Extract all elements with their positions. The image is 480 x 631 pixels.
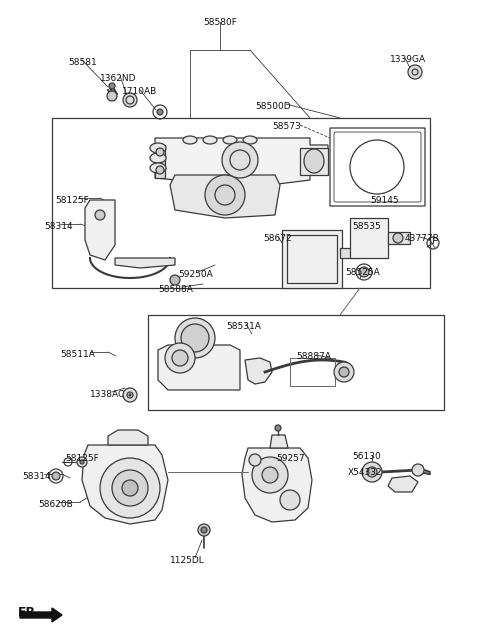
Text: 58125F: 58125F xyxy=(65,454,99,463)
Text: 1125DL: 1125DL xyxy=(170,556,205,565)
Ellipse shape xyxy=(223,136,237,144)
Ellipse shape xyxy=(304,149,324,173)
Circle shape xyxy=(280,490,300,510)
Circle shape xyxy=(393,233,403,243)
Polygon shape xyxy=(115,258,175,268)
Text: 58672: 58672 xyxy=(263,234,292,243)
Polygon shape xyxy=(108,430,148,445)
Polygon shape xyxy=(85,200,115,260)
Circle shape xyxy=(408,65,422,79)
Circle shape xyxy=(412,464,424,476)
Circle shape xyxy=(123,93,137,107)
Circle shape xyxy=(172,350,188,366)
Circle shape xyxy=(359,267,369,277)
Circle shape xyxy=(334,362,354,382)
FancyBboxPatch shape xyxy=(334,132,421,202)
Circle shape xyxy=(52,472,60,480)
Bar xyxy=(148,315,444,410)
Ellipse shape xyxy=(150,153,166,163)
Text: 1362ND: 1362ND xyxy=(100,74,136,83)
Bar xyxy=(388,232,410,244)
Text: 1710AB: 1710AB xyxy=(122,87,157,96)
Text: 59257: 59257 xyxy=(276,454,305,463)
Circle shape xyxy=(80,460,84,464)
Ellipse shape xyxy=(243,136,257,144)
Circle shape xyxy=(222,142,258,178)
Circle shape xyxy=(157,109,163,115)
Text: FR.: FR. xyxy=(18,606,41,619)
Circle shape xyxy=(362,462,382,482)
Text: X54332: X54332 xyxy=(348,468,383,477)
Circle shape xyxy=(367,467,377,477)
Circle shape xyxy=(109,83,115,89)
Circle shape xyxy=(275,425,281,431)
Bar xyxy=(52,118,430,288)
Text: 1338AC: 1338AC xyxy=(90,390,125,399)
Text: 56130: 56130 xyxy=(352,452,381,461)
Polygon shape xyxy=(170,175,280,218)
Polygon shape xyxy=(82,445,168,524)
Circle shape xyxy=(201,527,207,533)
Bar xyxy=(282,230,342,288)
Ellipse shape xyxy=(183,136,197,144)
Circle shape xyxy=(170,275,180,285)
Text: 58887A: 58887A xyxy=(296,352,331,361)
Circle shape xyxy=(262,467,278,483)
Polygon shape xyxy=(158,345,240,390)
FancyBboxPatch shape xyxy=(330,128,425,206)
Circle shape xyxy=(123,388,137,402)
Circle shape xyxy=(165,343,195,373)
Text: 58500D: 58500D xyxy=(255,102,290,111)
Circle shape xyxy=(181,324,209,352)
Ellipse shape xyxy=(150,143,166,153)
Bar xyxy=(350,218,388,258)
Text: 58511A: 58511A xyxy=(60,350,95,359)
Circle shape xyxy=(129,394,131,396)
Polygon shape xyxy=(20,608,62,622)
Circle shape xyxy=(205,175,245,215)
Text: 58314: 58314 xyxy=(44,222,72,231)
Bar xyxy=(287,235,337,283)
Polygon shape xyxy=(155,145,165,178)
Text: 58573: 58573 xyxy=(272,122,301,131)
Text: 59145: 59145 xyxy=(370,196,398,205)
Circle shape xyxy=(95,210,105,220)
Circle shape xyxy=(77,457,87,467)
Circle shape xyxy=(249,454,261,466)
Text: 58580F: 58580F xyxy=(203,18,237,27)
Text: 58531A: 58531A xyxy=(226,322,261,331)
Ellipse shape xyxy=(150,163,166,173)
Polygon shape xyxy=(300,148,328,175)
Text: 1339GA: 1339GA xyxy=(390,55,426,64)
Polygon shape xyxy=(270,435,288,448)
Circle shape xyxy=(252,457,288,493)
Circle shape xyxy=(107,91,117,101)
Polygon shape xyxy=(388,476,418,492)
Text: 43777B: 43777B xyxy=(405,234,440,243)
Circle shape xyxy=(100,458,160,518)
Circle shape xyxy=(156,166,164,174)
Bar xyxy=(290,358,335,386)
Bar xyxy=(340,248,358,258)
Ellipse shape xyxy=(203,136,217,144)
Text: 58314: 58314 xyxy=(22,472,50,481)
Text: 59250A: 59250A xyxy=(178,270,213,279)
Circle shape xyxy=(175,318,215,358)
Circle shape xyxy=(198,524,210,536)
Text: 58581: 58581 xyxy=(68,58,97,67)
Circle shape xyxy=(339,367,349,377)
Polygon shape xyxy=(155,138,328,185)
Polygon shape xyxy=(245,358,272,384)
Text: 58620B: 58620B xyxy=(38,500,73,509)
Text: 58125F: 58125F xyxy=(55,196,89,205)
Circle shape xyxy=(112,470,148,506)
Text: 58535: 58535 xyxy=(352,222,381,231)
Circle shape xyxy=(156,148,164,156)
Circle shape xyxy=(122,480,138,496)
Polygon shape xyxy=(242,448,312,522)
Text: 58525A: 58525A xyxy=(345,268,380,277)
Text: 58588A: 58588A xyxy=(158,285,193,294)
